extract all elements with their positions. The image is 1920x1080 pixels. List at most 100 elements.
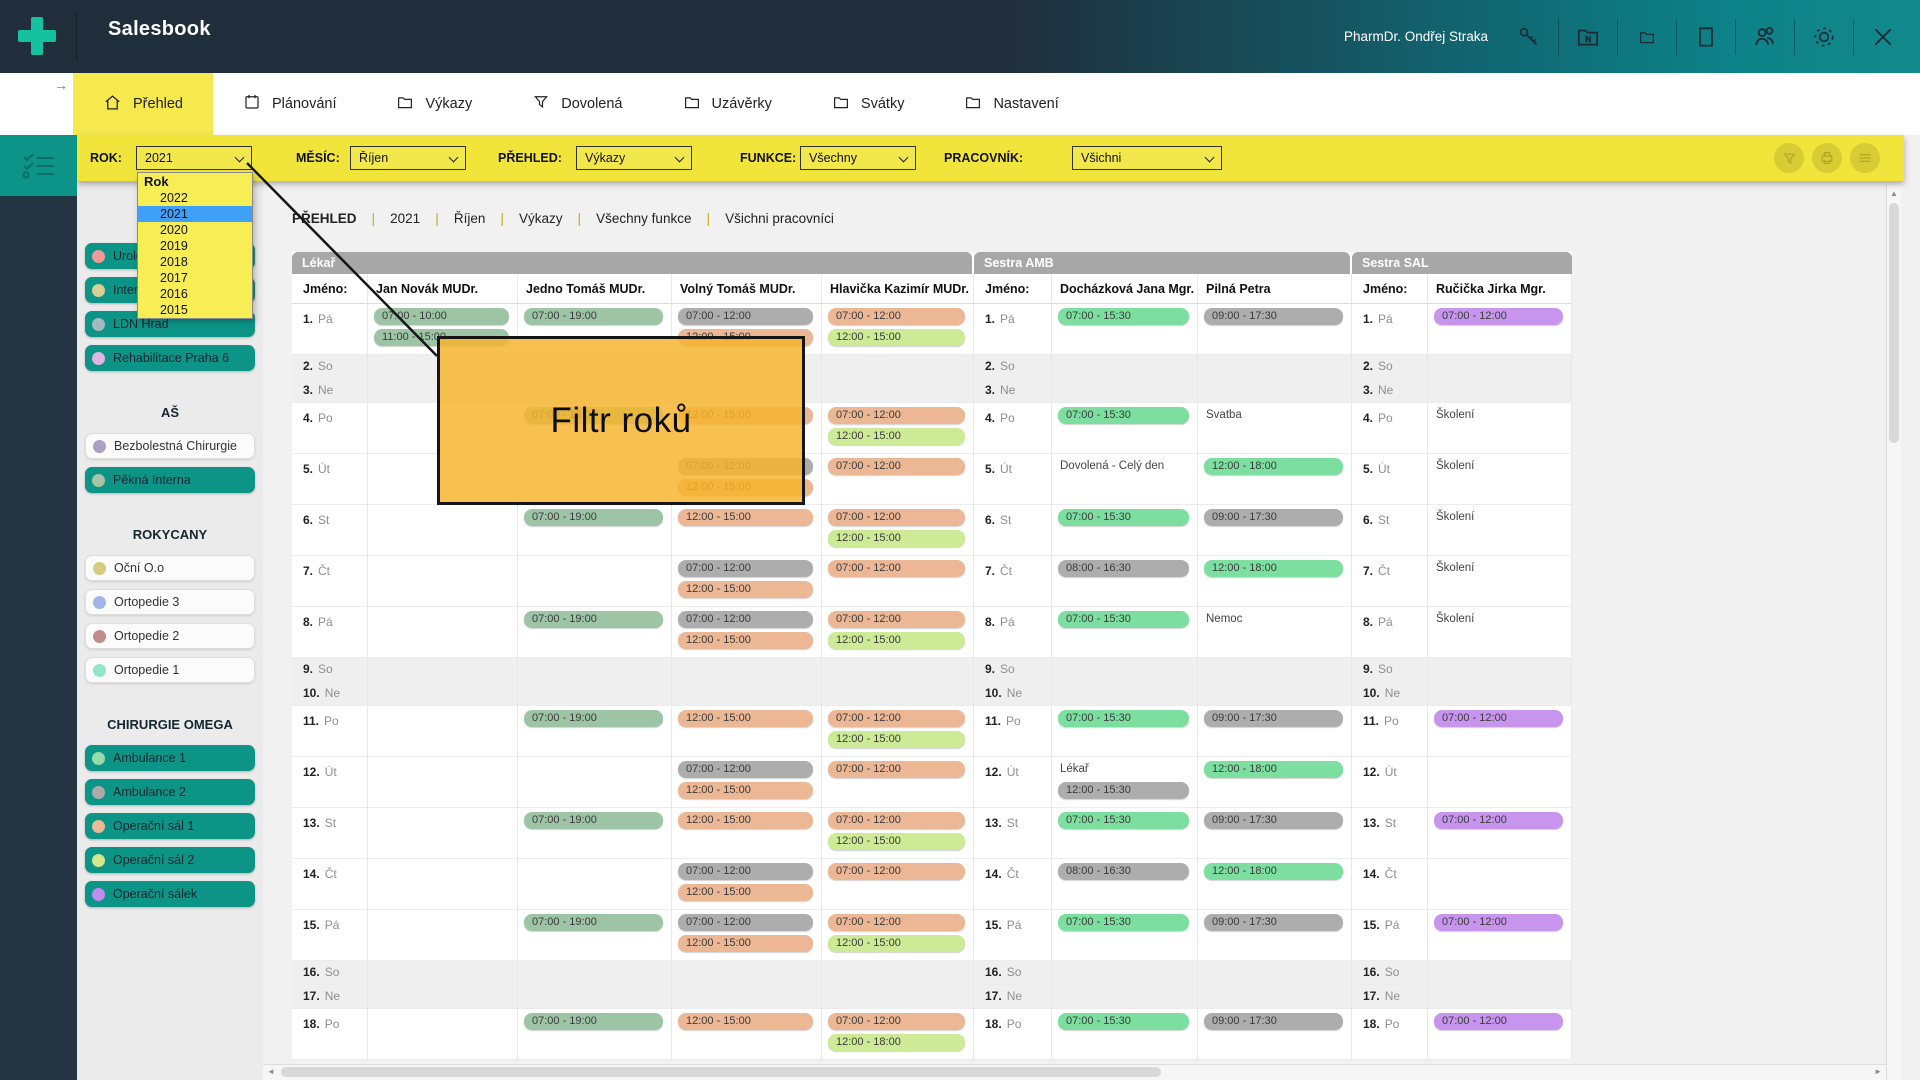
shift-pill[interactable]: 09:00 - 17:30 <box>1204 509 1343 526</box>
vertical-scroll-thumb[interactable] <box>1889 203 1899 443</box>
folder-icon[interactable] <box>1632 22 1662 52</box>
shift-pill[interactable]: 09:00 - 17:30 <box>1204 710 1343 727</box>
tab-nastavení[interactable]: Nastavení <box>934 73 1088 135</box>
sidebar-item[interactable]: Bezbolestná Chirurgie <box>85 433 255 459</box>
shift-pill[interactable]: 07:00 - 15:30 <box>1058 1013 1189 1030</box>
shift-pill[interactable]: 07:00 - 12:00 <box>678 863 813 880</box>
breadcrumb-item[interactable]: Výkazy <box>519 210 563 226</box>
shift-pill[interactable]: 12:00 - 15:00 <box>828 632 965 649</box>
shift-pill[interactable]: 07:00 - 15:30 <box>1058 509 1189 526</box>
shift-pill[interactable]: 07:00 - 19:00 <box>524 710 663 727</box>
folder-new-icon[interactable]: N <box>1573 22 1603 52</box>
shift-pill[interactable]: 07:00 - 12:00 <box>828 863 965 880</box>
shift-pill[interactable]: 07:00 - 12:00 <box>828 761 965 778</box>
breadcrumb-item[interactable]: Říjen <box>453 210 486 226</box>
shift-pill[interactable]: 12:00 - 15:00 <box>678 935 813 952</box>
shift-pill[interactable]: 07:00 - 12:00 <box>1434 710 1563 727</box>
breadcrumb-item[interactable]: Všechny funkce <box>596 210 692 226</box>
shift-pill[interactable]: 07:00 - 12:00 <box>678 560 813 577</box>
tab-přehled[interactable]: Přehled <box>73 73 213 135</box>
shift-pill[interactable]: 12:00 - 18:00 <box>1204 761 1343 778</box>
shift-pill[interactable]: 12:00 - 15:00 <box>678 632 813 649</box>
shift-pill[interactable]: 12:00 - 15:00 <box>678 884 813 901</box>
shift-pill[interactable]: 12:00 - 15:00 <box>828 935 965 952</box>
year-option[interactable]: 2018 <box>160 255 188 269</box>
shift-pill[interactable]: 07:00 - 12:00 <box>1434 1013 1563 1030</box>
year-option[interactable]: 2021 <box>138 206 252 222</box>
filter-select-4[interactable]: Všichni <box>1072 146 1222 170</box>
shift-pill[interactable]: 07:00 - 19:00 <box>524 812 663 829</box>
shift-pill[interactable]: 12:00 - 15:00 <box>828 329 965 346</box>
gear-icon[interactable] <box>1809 22 1839 52</box>
sidebar-item[interactable]: Pěkná Interna <box>85 467 255 493</box>
key-icon[interactable] <box>1514 22 1544 52</box>
menu-button[interactable] <box>1850 143 1880 173</box>
shift-pill[interactable]: 07:00 - 12:00 <box>828 812 965 829</box>
shift-pill[interactable]: 12:00 - 15:30 <box>1058 782 1189 799</box>
year-option[interactable]: 2020 <box>160 223 188 237</box>
filter-select-3[interactable]: Všechny <box>800 146 916 170</box>
shift-pill[interactable]: 07:00 - 12:00 <box>1434 812 1563 829</box>
shift-pill[interactable]: 07:00 - 12:00 <box>678 611 813 628</box>
shift-pill[interactable]: 07:00 - 12:00 <box>828 458 965 475</box>
shift-pill[interactable]: 07:00 - 12:00 <box>828 407 965 424</box>
year-option[interactable]: 2017 <box>160 271 188 285</box>
shift-pill[interactable]: 07:00 - 15:30 <box>1058 914 1189 931</box>
sidebar-item[interactable]: Ortopedie 2 <box>85 623 255 649</box>
shift-pill[interactable]: 07:00 - 15:30 <box>1058 611 1189 628</box>
shift-pill[interactable]: 07:00 - 12:00 <box>828 914 965 931</box>
filter-select-2[interactable]: Výkazy <box>576 146 692 170</box>
print-button[interactable] <box>1812 143 1842 173</box>
tab-uzávěrky[interactable]: Uzávěrky <box>653 73 802 135</box>
filter-select-1[interactable]: Říjen <box>350 146 466 170</box>
shift-pill[interactable]: 12:00 - 15:00 <box>678 812 813 829</box>
shift-pill[interactable]: 07:00 - 15:30 <box>1058 710 1189 727</box>
shift-pill[interactable]: 07:00 - 12:00 <box>828 560 965 577</box>
shift-pill[interactable]: 12:00 - 18:00 <box>1204 560 1343 577</box>
shift-note[interactable]: Svatba <box>1206 409 1242 421</box>
shift-note[interactable]: Dovolená - Celý den <box>1060 460 1165 472</box>
shift-pill[interactable]: 07:00 - 19:00 <box>524 914 663 931</box>
sidebar-item[interactable]: Ambulance 1 <box>85 745 255 771</box>
year-option[interactable]: 2016 <box>160 287 188 301</box>
shift-note[interactable]: Školení <box>1436 511 1475 523</box>
shift-note[interactable]: Školení <box>1436 460 1475 472</box>
sidebar-item[interactable]: Ortopedie 1 <box>85 657 255 683</box>
shift-pill[interactable]: 07:00 - 12:00 <box>678 761 813 778</box>
frame-icon[interactable] <box>1691 22 1721 52</box>
sidebar-item[interactable]: Ortopedie 3 <box>85 589 255 615</box>
shift-pill[interactable]: 08:00 - 16:30 <box>1058 863 1189 880</box>
sidebar-item[interactable]: Ambulance 2 <box>85 779 255 805</box>
shift-pill[interactable]: 07:00 - 12:00 <box>828 611 965 628</box>
shift-pill[interactable]: 07:00 - 10:00 <box>374 308 509 325</box>
shift-pill[interactable]: 09:00 - 17:30 <box>1204 308 1343 325</box>
filter-button[interactable] <box>1774 143 1804 173</box>
sidebar-item[interactable]: Operační sálek <box>85 881 255 907</box>
year-option[interactable]: 2015 <box>160 303 188 317</box>
shift-note[interactable]: Školení <box>1436 409 1475 421</box>
shift-pill[interactable]: 07:00 - 19:00 <box>524 509 663 526</box>
shift-pill[interactable]: 12:00 - 18:00 <box>828 1034 965 1051</box>
shift-pill[interactable]: 07:00 - 19:00 <box>524 308 663 325</box>
year-option[interactable]: 2022 <box>160 191 188 205</box>
tab-svátky[interactable]: Svátky <box>802 73 935 135</box>
shift-pill[interactable]: 07:00 - 12:00 <box>828 1013 965 1030</box>
shift-pill[interactable]: 07:00 - 19:00 <box>524 611 663 628</box>
shift-pill[interactable]: 12:00 - 18:00 <box>1204 458 1343 475</box>
shift-pill[interactable]: 12:00 - 15:00 <box>828 530 965 547</box>
shift-pill[interactable]: 07:00 - 12:00 <box>828 308 965 325</box>
shift-pill[interactable]: 09:00 - 17:30 <box>1204 914 1343 931</box>
sidebar-toggle-button[interactable] <box>0 135 77 196</box>
horizontal-scroll-thumb[interactable] <box>281 1067 1161 1077</box>
shift-pill[interactable]: 07:00 - 12:00 <box>1434 914 1563 931</box>
shift-pill[interactable]: 09:00 - 17:30 <box>1204 812 1343 829</box>
shift-pill[interactable]: 07:00 - 12:00 <box>828 509 965 526</box>
shift-pill[interactable]: 12:00 - 15:00 <box>828 833 965 850</box>
shift-pill[interactable]: 12:00 - 18:00 <box>1204 863 1343 880</box>
year-option[interactable]: 2019 <box>160 239 188 253</box>
shift-pill[interactable]: 12:00 - 15:00 <box>678 581 813 598</box>
shift-pill[interactable]: 07:00 - 15:30 <box>1058 812 1189 829</box>
shift-pill[interactable]: 08:00 - 16:30 <box>1058 560 1189 577</box>
shift-pill[interactable]: 12:00 - 15:00 <box>828 428 965 445</box>
shift-pill[interactable]: 07:00 - 15:30 <box>1058 308 1189 325</box>
